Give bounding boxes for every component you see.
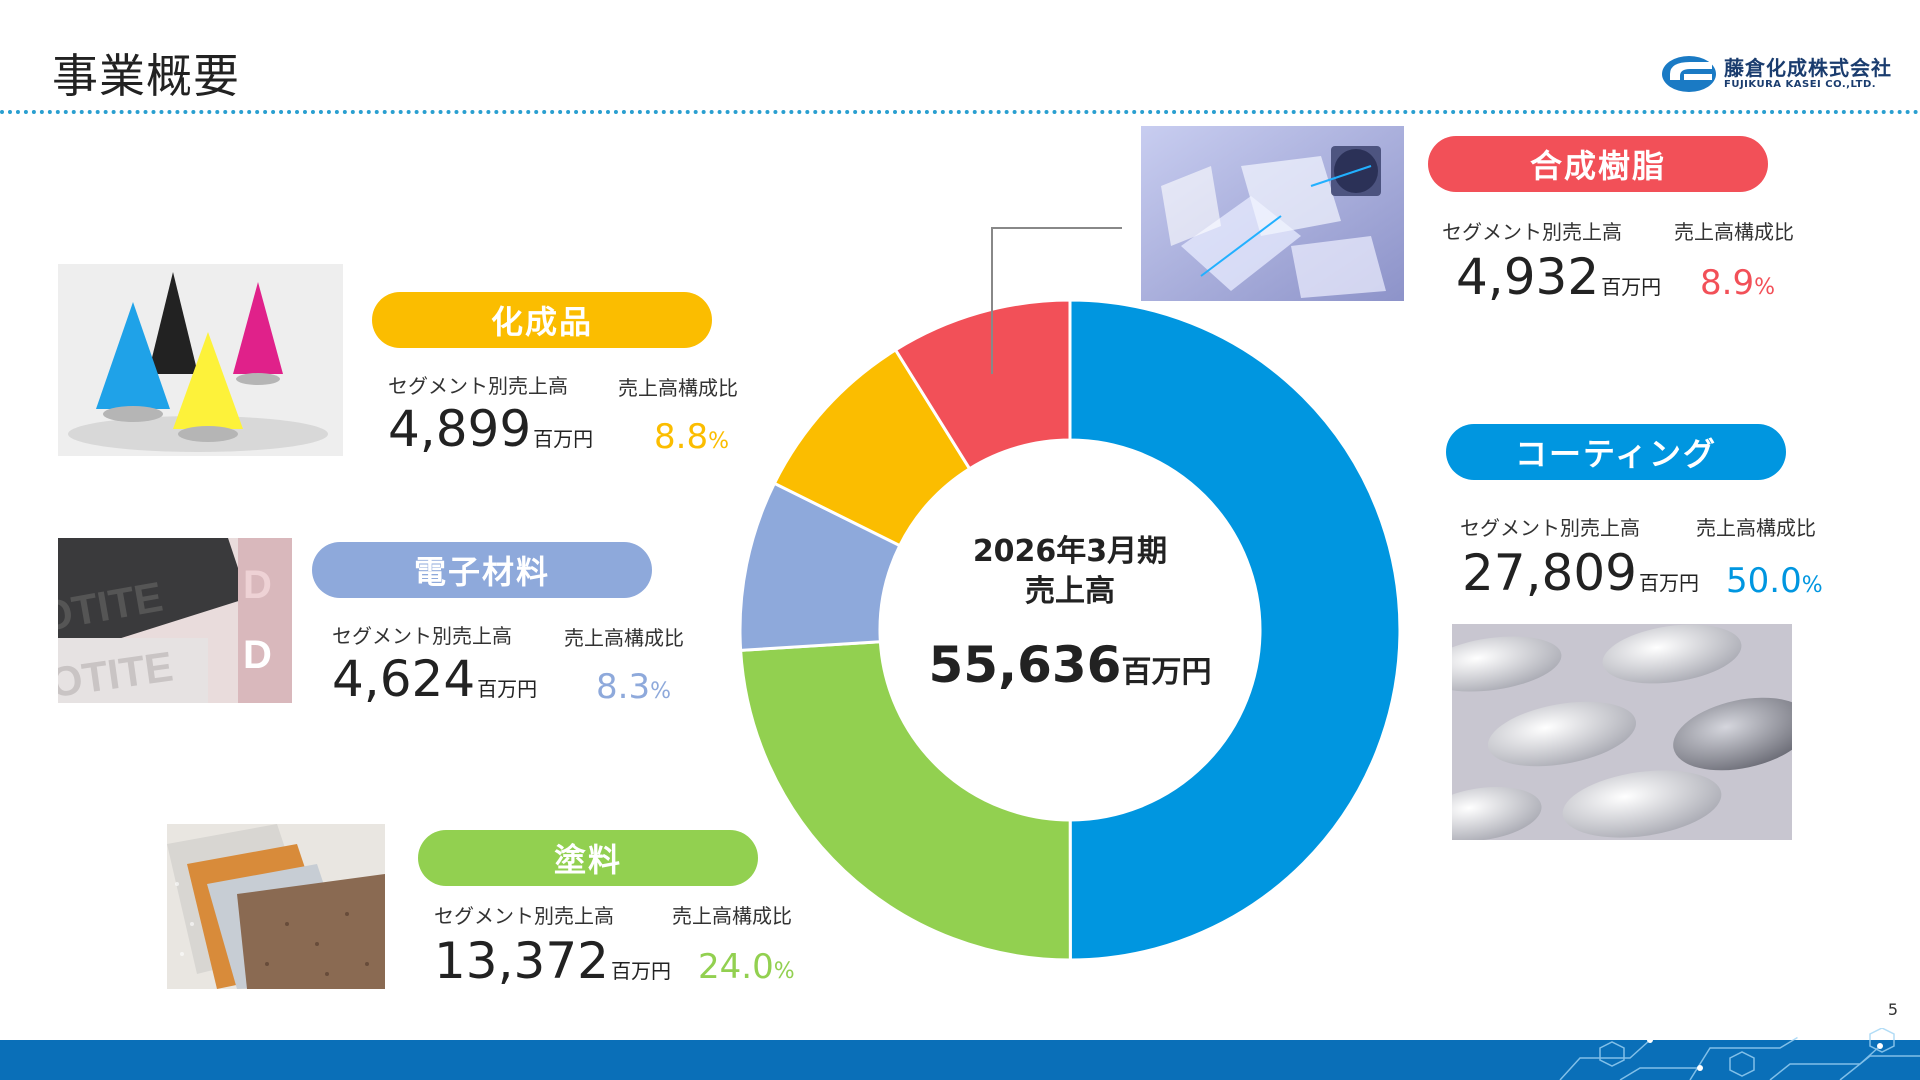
- electronic-sales-value: 4,624: [332, 650, 476, 708]
- chemical-sales: 4,899 百万円: [388, 404, 593, 454]
- coating-percent-sign: %: [1801, 573, 1823, 598]
- header-dotted-divider: [0, 110, 1920, 114]
- paint-ratio-label: 売上高構成比: [672, 904, 792, 928]
- resin-ratio-value: 8.9: [1700, 263, 1755, 303]
- page-title: 事業概要: [52, 49, 240, 103]
- coating-product-photo: [1452, 624, 1792, 840]
- svg-text:D: D: [243, 633, 272, 677]
- paint-sales-unit: 百万円: [610, 959, 671, 983]
- sales-donut-chart: [740, 300, 1400, 960]
- company-name-jp: 藤倉化成株式会社: [1724, 56, 1892, 80]
- chemical-ratio-label: 売上高構成比: [618, 376, 738, 400]
- coating-sales-unit: 百万円: [1638, 571, 1699, 595]
- resin-ratio-label: 売上高構成比: [1674, 220, 1794, 244]
- paint-segment-label: 塗料: [418, 830, 758, 886]
- chemical-percent-sign: %: [708, 429, 729, 454]
- resin-sales: 4,932 百万円: [1456, 252, 1661, 302]
- chemical-segment-label: 化成品: [372, 292, 712, 348]
- electronic-segment-label: 電子材料: [312, 542, 652, 598]
- company-name-en: FUJIKURA KASEI CO.,LTD.: [1724, 79, 1877, 90]
- donut-center-total: 55,636百万円: [900, 636, 1240, 694]
- donut-slice-1: [1068, 300, 1400, 960]
- coating-ratio-label: 売上高構成比: [1696, 516, 1816, 540]
- svg-text:D: D: [243, 563, 272, 607]
- total-sales-value: 55,636: [928, 636, 1122, 694]
- paint-percent-sign: %: [773, 959, 795, 984]
- electronic-ratio: 8.3%: [596, 670, 671, 704]
- resin-sales-label: セグメント別売上高: [1442, 220, 1622, 244]
- donut-center-label: 2026年3月期 売上高: [900, 532, 1240, 612]
- resin-segment-label: 合成樹脂: [1428, 136, 1768, 192]
- electronic-sales-unit: 百万円: [477, 677, 538, 701]
- donut-slice-2: [740, 640, 1072, 960]
- electronic-product-photo: OTITE OTITE D D: [58, 538, 292, 703]
- electronic-ratio-label: 売上高構成比: [564, 626, 684, 650]
- chemical-sales-unit: 百万円: [533, 427, 594, 451]
- coating-sales-label: セグメント別売上高: [1460, 516, 1640, 540]
- resin-ratio: 8.9%: [1700, 266, 1775, 300]
- coating-sales: 27,809 百万円: [1462, 548, 1699, 598]
- coating-ratio: 50.0%: [1726, 564, 1823, 598]
- company-logo: 藤倉化成株式会社 FUJIKURA KASEI CO.,LTD.: [1660, 54, 1892, 94]
- resin-leader-line: [991, 227, 1122, 374]
- chemical-ratio: 8.8%: [654, 420, 729, 454]
- paint-product-photo: [167, 824, 385, 989]
- coating-sales-value: 27,809: [1462, 544, 1637, 602]
- electronic-sales-label: セグメント別売上高: [332, 624, 512, 648]
- company-logo-icon: [1662, 56, 1716, 92]
- paint-sales-value: 13,372: [434, 932, 609, 990]
- coating-ratio-value: 50.0: [1726, 561, 1802, 601]
- chemical-product-photo: [58, 264, 343, 456]
- resin-product-photo: [1141, 126, 1404, 301]
- donut-center-caption: 売上高: [1025, 574, 1115, 609]
- donut-slice-5: [893, 300, 1072, 471]
- resin-percent-sign: %: [1754, 275, 1775, 300]
- electronic-percent-sign: %: [650, 679, 671, 704]
- paint-ratio-value: 24.0: [698, 947, 774, 987]
- page-number: 5: [1887, 1000, 1898, 1019]
- coating-segment-label: コーティング: [1446, 424, 1786, 480]
- circuit-decoration: [1559, 1028, 1920, 1080]
- electronic-sales: 4,624 百万円: [332, 654, 537, 704]
- resin-sales-unit: 百万円: [1601, 275, 1662, 299]
- chemical-sales-value: 4,899: [388, 400, 532, 458]
- electronic-ratio-value: 8.3: [596, 667, 651, 707]
- chemical-sales-label: セグメント別売上高: [388, 374, 568, 398]
- donut-center-period: 2026年3月期: [972, 534, 1168, 569]
- paint-ratio: 24.0%: [698, 950, 795, 984]
- total-sales-unit: 百万円: [1121, 655, 1212, 690]
- resin-sales-value: 4,932: [1456, 248, 1600, 306]
- paint-sales: 13,372 百万円: [434, 936, 671, 986]
- chemical-ratio-value: 8.8: [654, 417, 709, 457]
- paint-sales-label: セグメント別売上高: [434, 904, 614, 928]
